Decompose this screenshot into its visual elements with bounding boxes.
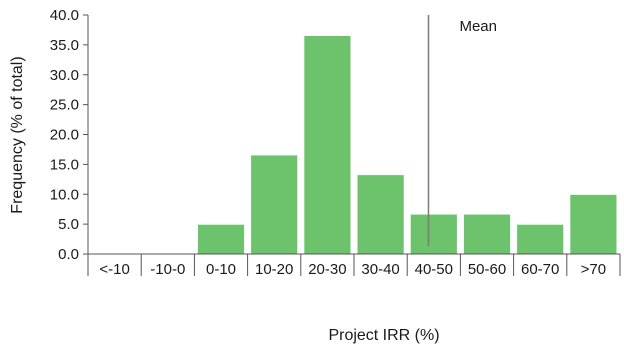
- mean-label: Mean: [459, 18, 497, 35]
- x-tick-label: -10-0: [150, 261, 185, 278]
- y-tick-label: 5.0: [58, 216, 79, 233]
- y-tick-label: 40.0: [50, 7, 79, 24]
- bar-3: [251, 155, 298, 254]
- bar-4: [304, 35, 351, 254]
- x-tick-label: 50-60: [468, 261, 506, 278]
- axes: [87, 15, 620, 255]
- bar-9: [570, 194, 617, 254]
- bar-7: [463, 214, 511, 254]
- x-tick-label: <-10: [99, 261, 129, 278]
- x-tick-label: 0-10: [206, 261, 236, 278]
- x-tick-label: 10-20: [255, 261, 293, 278]
- y-tick-label: 10.0: [50, 186, 79, 203]
- x-tick-label: 20-30: [308, 261, 346, 278]
- x-tick-label: 60-70: [521, 261, 559, 278]
- y-axis-label: Frequency (% of total): [9, 56, 26, 213]
- y-tick-label: 0.0: [58, 246, 79, 263]
- bar-8: [517, 224, 564, 254]
- bar-5: [357, 175, 404, 254]
- mean-marker: Mean: [427, 15, 497, 246]
- y-tick-label: 15.0: [50, 156, 79, 173]
- x-tick-label: >70: [581, 261, 606, 278]
- bar-2: [197, 224, 245, 254]
- x-tick-label: 40-50: [415, 261, 453, 278]
- x-axis-ticks: <-10 -10-0 0-10 10-20 20-30 30-40 40-50 50-60 60…: [87, 254, 621, 278]
- y-tick-label: 20.0: [50, 127, 79, 144]
- y-axis-ticks: 0.0 5.0 10.0 15.0 20.0 25.0 30.0 35.0 40.0: [50, 7, 88, 263]
- bar-6: [410, 214, 457, 254]
- y-tick-label: 25.0: [50, 97, 79, 114]
- y-tick-label: 35.0: [50, 37, 79, 54]
- x-axis-label: Project IRR (%): [328, 327, 439, 344]
- bars: [197, 35, 617, 254]
- y-tick-label: 30.0: [50, 67, 79, 84]
- x-tick-label: 30-40: [361, 261, 399, 278]
